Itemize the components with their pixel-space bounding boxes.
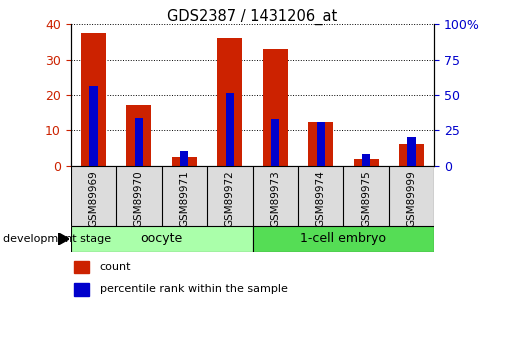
Bar [408, 137, 416, 166]
Bar [81, 33, 106, 166]
Text: GSM89972: GSM89972 [225, 170, 235, 227]
Text: GSM89999: GSM89999 [407, 170, 417, 227]
Bar [135, 118, 143, 166]
Bar [317, 122, 325, 166]
Bar [263, 49, 288, 166]
Text: GSM89970: GSM89970 [134, 170, 144, 227]
Bar [271, 119, 279, 166]
Bar [180, 151, 188, 166]
Bar [217, 38, 242, 166]
Bar [126, 105, 152, 166]
Bar [74, 283, 89, 296]
Text: oocyte: oocyte [140, 233, 183, 245]
Text: GDS2387 / 1431206_at: GDS2387 / 1431206_at [167, 9, 338, 25]
Bar [252, 226, 434, 252]
Bar [308, 122, 333, 166]
Text: GSM89975: GSM89975 [361, 170, 371, 227]
Bar [354, 159, 379, 166]
Bar [89, 86, 97, 166]
Text: GSM89973: GSM89973 [270, 170, 280, 227]
Text: GSM89971: GSM89971 [179, 170, 189, 227]
Text: development stage: development stage [3, 234, 111, 244]
Text: percentile rank within the sample: percentile rank within the sample [100, 284, 288, 294]
Text: count: count [100, 262, 131, 272]
Text: GSM89974: GSM89974 [316, 170, 326, 227]
Polygon shape [58, 233, 69, 245]
Bar [172, 157, 197, 166]
Bar [362, 154, 370, 166]
Bar [226, 93, 234, 166]
Text: 1-cell embryo: 1-cell embryo [300, 233, 386, 245]
Bar [399, 144, 424, 166]
Text: GSM89969: GSM89969 [88, 170, 98, 227]
Bar [74, 261, 89, 273]
Bar [71, 226, 252, 252]
